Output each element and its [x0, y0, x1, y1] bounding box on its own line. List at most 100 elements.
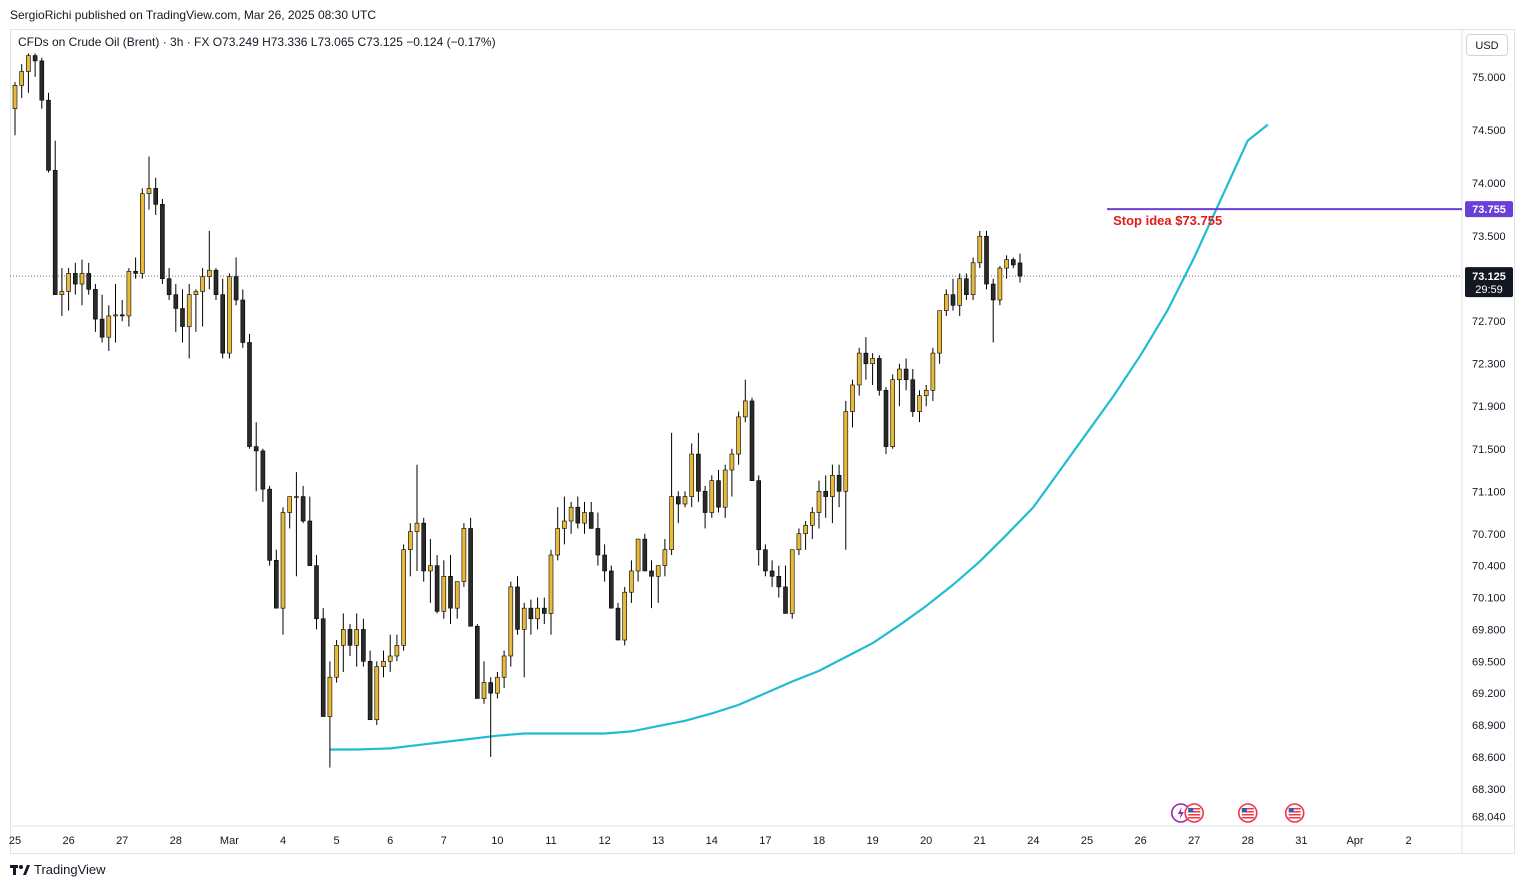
- candle-body[interactable]: [253, 446, 259, 452]
- candle-body[interactable]: [555, 528, 561, 556]
- candle-body[interactable]: [461, 528, 467, 582]
- candle-body[interactable]: [910, 379, 916, 412]
- candle-body[interactable]: [140, 193, 145, 274]
- candle-body[interactable]: [890, 379, 896, 447]
- candle-body[interactable]: [562, 520, 567, 529]
- candle-body[interactable]: [528, 607, 534, 620]
- candle-body[interactable]: [722, 469, 728, 508]
- candle-body[interactable]: [776, 575, 782, 588]
- candle-body[interactable]: [515, 586, 520, 630]
- candle-body[interactable]: [635, 538, 641, 572]
- candle-body[interactable]: [220, 294, 225, 354]
- candle-body[interactable]: [173, 294, 179, 309]
- candle-body[interactable]: [79, 273, 85, 285]
- candle-body[interactable]: [434, 565, 440, 612]
- candle-body[interactable]: [789, 549, 795, 614]
- us-flag-icon[interactable]: [1238, 803, 1258, 823]
- candle-body[interactable]: [702, 490, 708, 513]
- candle-body[interactable]: [39, 60, 45, 101]
- candle-body[interactable]: [1004, 259, 1009, 269]
- candle-body[interactable]: [655, 565, 661, 577]
- candle-body[interactable]: [903, 368, 909, 380]
- candle-body[interactable]: [742, 400, 748, 418]
- candle-body[interactable]: [113, 314, 118, 317]
- candle-body[interactable]: [615, 607, 621, 641]
- candle-body[interactable]: [186, 294, 192, 327]
- candle-body[interactable]: [314, 565, 319, 620]
- candle-body[interactable]: [428, 565, 433, 572]
- candle-body[interactable]: [716, 480, 721, 508]
- candle-body[interactable]: [133, 270, 138, 274]
- candle-body[interactable]: [93, 289, 98, 320]
- candle-body[interactable]: [682, 496, 688, 505]
- candle-body[interactable]: [622, 591, 628, 641]
- candle-body[interactable]: [830, 475, 835, 497]
- candle-body[interactable]: [521, 607, 527, 630]
- candle-body[interactable]: [602, 554, 607, 572]
- candle-body[interactable]: [970, 262, 976, 295]
- candle-body[interactable]: [943, 294, 949, 311]
- candle-body[interactable]: [32, 55, 38, 62]
- candle-body[interactable]: [474, 625, 480, 699]
- candle-body[interactable]: [595, 528, 601, 556]
- candle-body[interactable]: [568, 506, 574, 522]
- candle-body[interactable]: [535, 607, 540, 620]
- candle-body[interactable]: [897, 368, 902, 380]
- candle-body[interactable]: [73, 273, 78, 285]
- candle-body[interactable]: [52, 170, 58, 295]
- candle-body[interactable]: [508, 586, 514, 657]
- candle-body[interactable]: [381, 660, 386, 667]
- candle-body[interactable]: [495, 676, 500, 694]
- candle-body[interactable]: [12, 85, 18, 110]
- candle-body[interactable]: [414, 522, 420, 532]
- candle-body[interactable]: [354, 629, 360, 646]
- candle-body[interactable]: [541, 607, 547, 614]
- candle-body[interactable]: [977, 235, 983, 264]
- candle-body[interactable]: [870, 358, 875, 365]
- candle-body[interactable]: [856, 352, 862, 386]
- candle-body[interactable]: [582, 512, 587, 524]
- candle-body[interactable]: [823, 490, 829, 497]
- candle-body[interactable]: [769, 570, 775, 577]
- candle-body[interactable]: [689, 453, 695, 497]
- candle-body[interactable]: [367, 660, 373, 721]
- candle-body[interactable]: [803, 524, 808, 535]
- candle-body[interactable]: [454, 581, 460, 609]
- candle-body[interactable]: [19, 71, 25, 86]
- candle-body[interactable]: [146, 188, 152, 195]
- candle-body[interactable]: [736, 416, 741, 455]
- candle-body[interactable]: [213, 269, 219, 295]
- candle-body[interactable]: [950, 294, 956, 306]
- candle-body[interactable]: [200, 276, 205, 292]
- candle-body[interactable]: [394, 645, 400, 657]
- currency-button[interactable]: USD: [1466, 34, 1508, 56]
- candle-body[interactable]: [86, 273, 91, 290]
- candle-body[interactable]: [320, 618, 326, 717]
- us-flag-icon[interactable]: [1284, 803, 1305, 823]
- candle-body[interactable]: [468, 528, 473, 627]
- candle-body[interactable]: [642, 538, 648, 572]
- candle-body[interactable]: [957, 278, 963, 306]
- candle-body[interactable]: [796, 533, 802, 551]
- candle-body[interactable]: [783, 586, 788, 614]
- candle-body[interactable]: [816, 490, 822, 513]
- candle-body[interactable]: [669, 496, 674, 551]
- candle-body[interactable]: [66, 273, 71, 292]
- candle-body[interactable]: [287, 496, 293, 513]
- candle-body[interactable]: [843, 411, 849, 492]
- candle-body[interactable]: [984, 235, 989, 285]
- candle-body[interactable]: [662, 549, 668, 566]
- candle-body[interactable]: [448, 575, 453, 609]
- candle-body[interactable]: [696, 453, 701, 492]
- candle-body[interactable]: [153, 188, 158, 205]
- candle-body[interactable]: [649, 570, 654, 577]
- candle-body[interactable]: [709, 480, 715, 513]
- candle-body[interactable]: [193, 291, 199, 295]
- candle-body[interactable]: [401, 549, 406, 646]
- candle-body[interactable]: [964, 278, 969, 295]
- candle-body[interactable]: [240, 299, 246, 343]
- candle-body[interactable]: [548, 554, 554, 614]
- candle-body[interactable]: [917, 395, 922, 412]
- candle-body[interactable]: [863, 352, 869, 365]
